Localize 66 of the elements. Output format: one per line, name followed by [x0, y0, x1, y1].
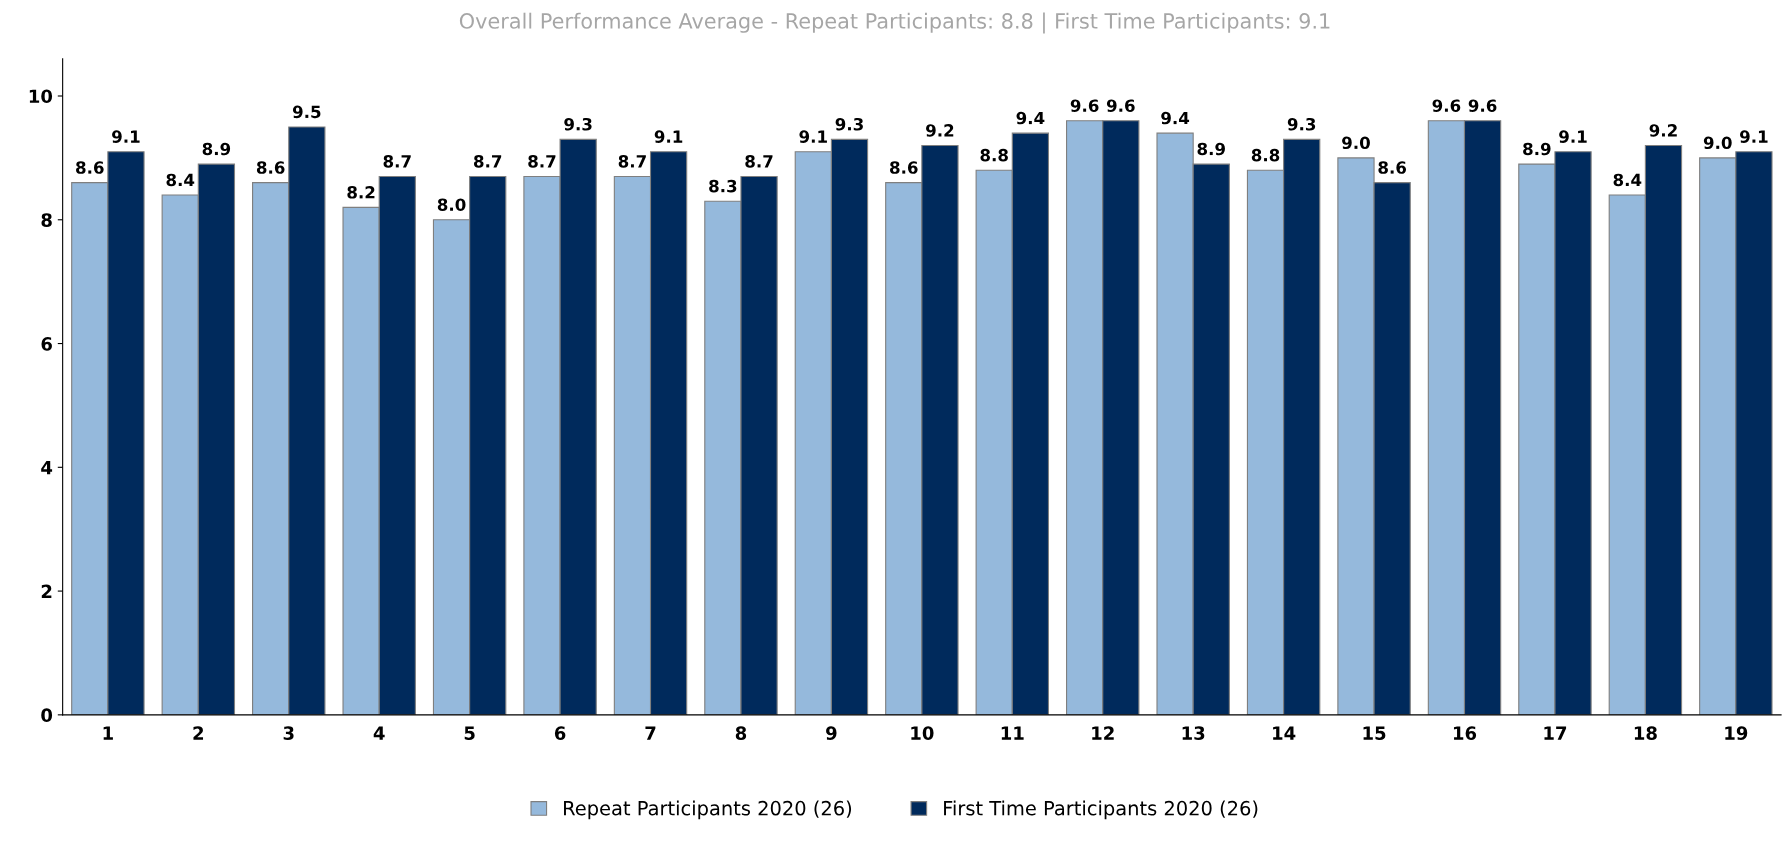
data-label: 8.7: [473, 155, 502, 168]
y-tick-label: 6: [41, 337, 52, 351]
data-label: 9.5: [292, 105, 321, 119]
data-label: 9.1: [799, 130, 827, 143]
data-label: 9.2: [926, 124, 954, 137]
data-label: 9.2: [1649, 124, 1677, 137]
x-tick-label: 18: [1634, 726, 1657, 740]
data-label: 9.6: [1106, 99, 1135, 112]
data-label: 9.4: [1161, 111, 1190, 125]
x-tick-label: 6: [554, 726, 566, 740]
legend-label: Repeat Participants 2020 (26): [564, 800, 852, 820]
data-label: 8.8: [1251, 148, 1280, 162]
data-label: 8.6: [890, 161, 918, 174]
chart-title: Overall Performance Average - Repeat Participants: 8.8 | First Time Participants: 9.1: [459, 12, 1330, 34]
x-tick-label: 10: [911, 726, 934, 740]
x-tick-label: 5: [464, 726, 475, 740]
data-label: 9.0: [1703, 136, 1732, 150]
data-label: 8.7: [528, 155, 556, 168]
x-tick-label: 8: [735, 726, 747, 740]
data-label: 8.4: [166, 173, 195, 187]
data-label: 9.4: [1016, 111, 1045, 125]
legend-label: First Time Participants 2020 (26): [944, 800, 1258, 820]
x-tick-label: 7: [645, 726, 656, 740]
data-label: 8.9: [202, 142, 231, 156]
x-tick-label: 11: [1001, 726, 1024, 740]
data-label: 9.0: [1342, 136, 1370, 150]
data-label: 9.6: [1468, 99, 1497, 112]
data-label: 8.9: [1523, 142, 1551, 156]
data-label: 8.7: [383, 155, 411, 168]
data-label: 9.3: [564, 117, 592, 131]
data-label: 9.1: [1559, 130, 1587, 143]
x-tick-label: 12: [1092, 726, 1114, 740]
data-label: 8.7: [618, 155, 646, 168]
x-tick-label: 4: [373, 726, 385, 740]
data-label: 8.0: [437, 198, 466, 211]
x-tick-label: 3: [283, 726, 294, 740]
x-tick-label: 14: [1273, 726, 1296, 740]
data-label: 8.7: [745, 155, 773, 168]
data-label: 8.2: [347, 186, 375, 199]
x-tick-label: 1: [103, 726, 113, 740]
data-label: 8.4: [1613, 173, 1642, 187]
x-tick-label: 2: [193, 726, 204, 740]
x-tick-label: 16: [1453, 726, 1477, 740]
y-tick-label: 10: [29, 89, 53, 104]
y-tick-label: 4: [41, 461, 53, 475]
data-label: 8.6: [256, 161, 285, 174]
x-tick-label: 9: [826, 726, 837, 740]
y-tick-label: 2: [41, 584, 52, 598]
y-tick-label: 8: [41, 213, 52, 227]
x-tick-label: 19: [1725, 726, 1748, 740]
data-label: 9.1: [1740, 130, 1768, 143]
data-label: 8.6: [76, 161, 104, 174]
data-label: 8.3: [709, 179, 737, 193]
data-label: 8.9: [1197, 142, 1225, 156]
data-label: 9.1: [654, 130, 683, 143]
y-tick-label: 0: [41, 708, 53, 722]
data-label: 9.3: [1287, 117, 1316, 131]
data-label: 9.6: [1432, 99, 1461, 112]
data-label: 8.8: [980, 148, 1008, 162]
data-label: 9.6: [1070, 99, 1099, 112]
data-label: 9.1: [112, 130, 140, 143]
data-label: 9.3: [835, 117, 863, 131]
data-label: 8.6: [1378, 161, 1407, 174]
x-tick-label: 17: [1544, 726, 1567, 740]
x-tick-label: 15: [1363, 726, 1386, 740]
x-tick-label: 13: [1182, 726, 1205, 740]
